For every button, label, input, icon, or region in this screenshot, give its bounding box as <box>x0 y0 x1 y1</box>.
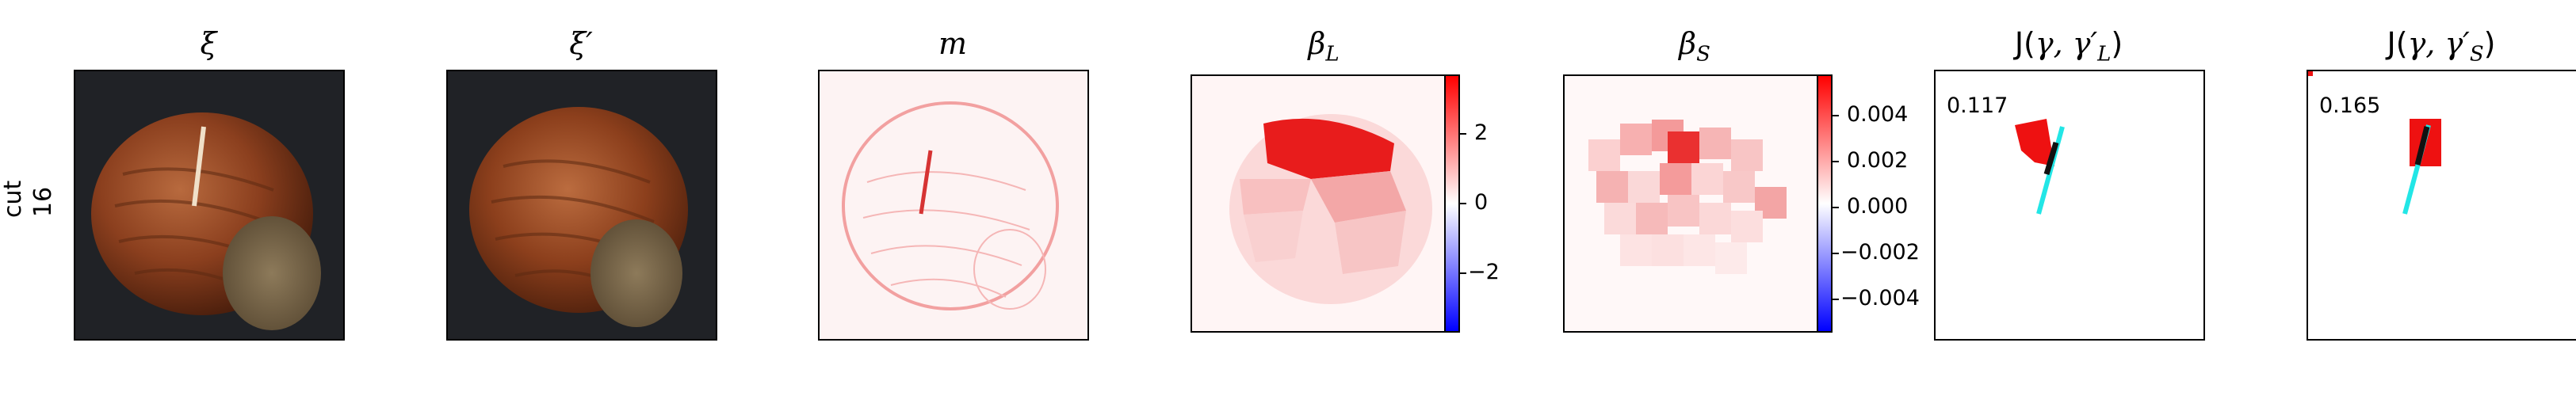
image-xi-prime <box>446 70 717 341</box>
colorbar-tick: 0.002 <box>1847 148 1909 173</box>
image-m <box>818 70 1089 341</box>
tick-mark <box>1833 253 1839 254</box>
j-l-args: γ, γ′ <box>2035 26 2098 61</box>
tick-mark <box>1460 133 1466 135</box>
row-label-line2: 16 <box>29 186 57 218</box>
j-l-subscript: L <box>2097 42 2112 67</box>
j-s-subscript: S <box>2469 42 2484 67</box>
image-j-s <box>2307 70 2576 341</box>
colorbar-tick: −0.002 <box>1840 240 1920 265</box>
panel-title-xi: ξ <box>200 26 217 61</box>
j-s-suffix: ) <box>2483 26 2496 61</box>
tick-mark <box>1833 115 1839 116</box>
j-s-prefix: J( <box>2387 26 2408 61</box>
image-xi <box>74 70 345 341</box>
beta-l-symbol: β <box>1308 26 1326 61</box>
panel-title-beta-l: βL <box>1189 29 1458 65</box>
colorbar-tick: 0.004 <box>1847 102 1909 127</box>
row-label-line1: cut <box>0 180 27 218</box>
tick-mark <box>1833 161 1839 162</box>
tick-mark <box>1460 203 1466 204</box>
panel-title-j-l: J(γ, γ′L) <box>1934 29 2203 65</box>
image-beta-s <box>1563 74 1829 333</box>
score-j-s: 0.165 <box>2319 93 2381 118</box>
j-l-prefix: J( <box>2014 26 2035 61</box>
panel-title-j-s: J(γ, γ′S) <box>2307 29 2576 65</box>
colorbar-tick: 2 <box>1474 120 1489 145</box>
j-s-args: γ, γ′ <box>2407 26 2470 61</box>
tick-mark <box>1833 299 1839 300</box>
beta-s-subscript: S <box>1696 42 1710 67</box>
colorbar-beta-s <box>1817 74 1833 333</box>
colorbar-tick: 0.000 <box>1847 194 1909 219</box>
score-j-l: 0.117 <box>1947 93 2008 118</box>
panel-title-m: m <box>938 26 968 61</box>
tick-mark <box>1833 207 1839 208</box>
colorbar-tick: −0.004 <box>1840 286 1920 310</box>
row-label: cut <box>0 180 27 218</box>
row-label-number: 16 <box>29 186 57 218</box>
beta-s-symbol: β <box>1679 26 1697 61</box>
j-l-suffix: ) <box>2111 26 2123 61</box>
tick-mark <box>1460 272 1466 274</box>
image-beta-l <box>1191 74 1457 333</box>
image-j-l <box>1934 70 2205 341</box>
colorbar-tick: −2 <box>1468 260 1500 284</box>
panel-title-xi-prime: ξ′ <box>569 26 593 61</box>
colorbar-tick: 0 <box>1474 190 1489 215</box>
panel-title-beta-s: βS <box>1560 29 1829 65</box>
beta-l-subscript: L <box>1325 42 1340 67</box>
colorbar-beta-l <box>1444 74 1460 333</box>
